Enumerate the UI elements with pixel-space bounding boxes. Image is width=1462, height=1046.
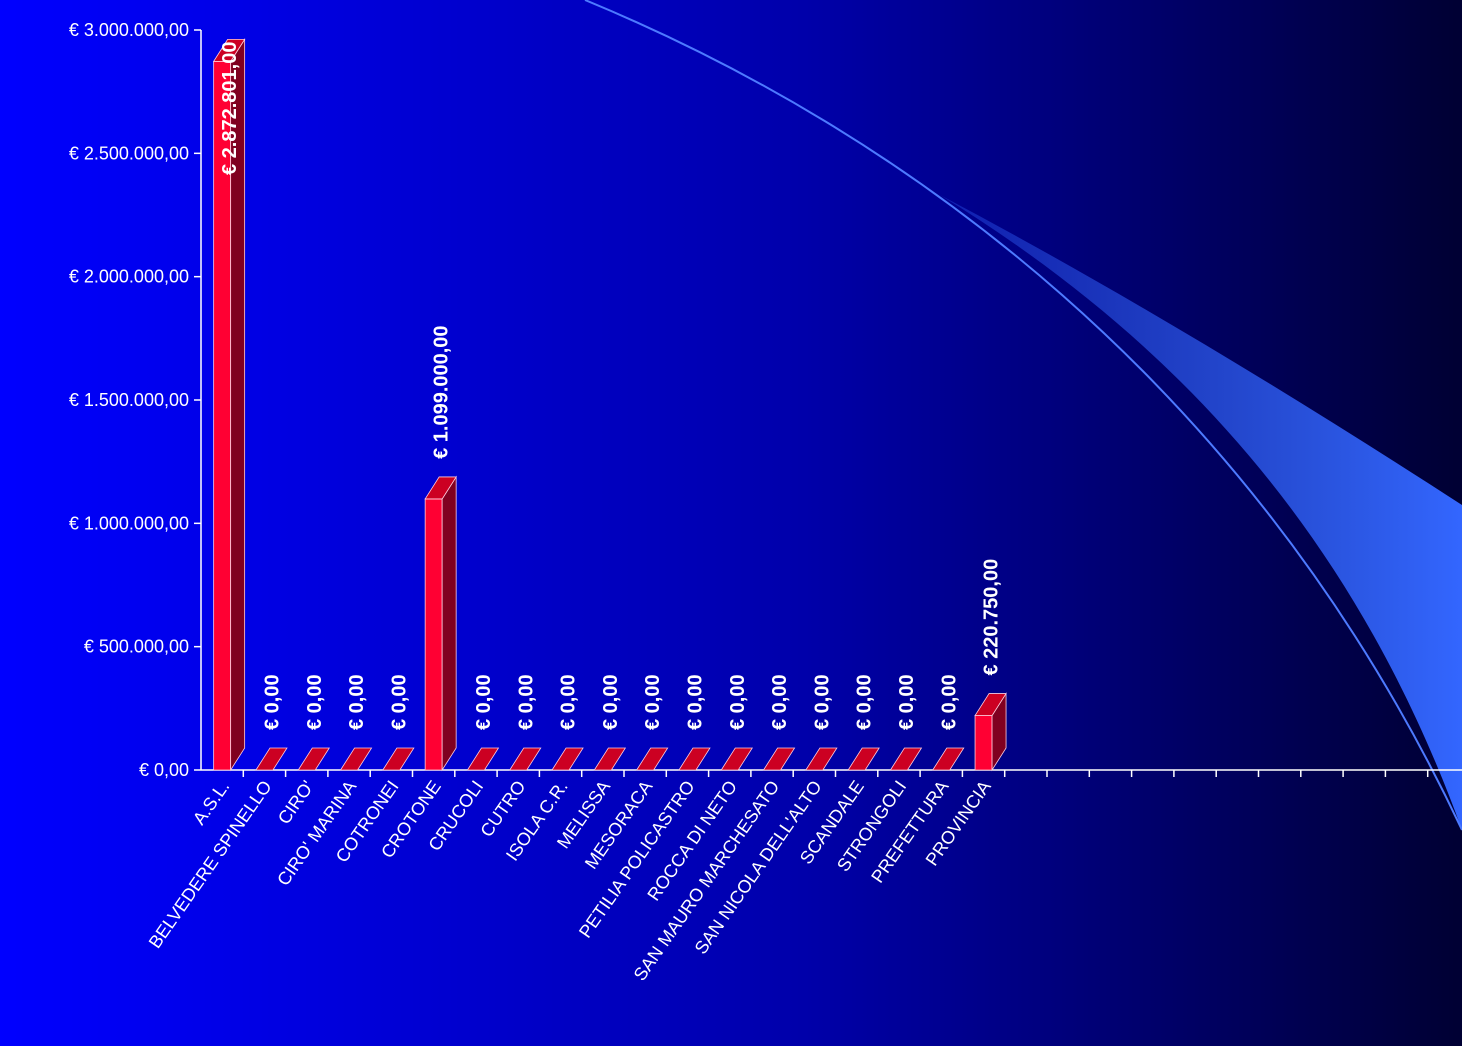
bar-top	[635, 747, 669, 771]
value-label: € 1.099.000,00	[431, 325, 453, 458]
value-label: € 0,00	[388, 674, 410, 730]
value-label: € 0,00	[515, 674, 537, 730]
bar-front	[424, 498, 443, 771]
bar	[932, 747, 965, 771]
bar-front	[974, 715, 993, 771]
bar-top	[297, 747, 330, 771]
value-label: € 0,00	[938, 674, 960, 730]
bar-top	[593, 747, 627, 771]
bar	[889, 747, 923, 771]
bar	[720, 747, 753, 771]
value-label: € 0,00	[642, 674, 664, 730]
y-tick-label: € 3.000.000,00	[69, 20, 189, 40]
bar-top	[509, 747, 542, 771]
bar	[805, 747, 838, 771]
bar	[297, 747, 330, 771]
y-tick-label: € 1.000.000,00	[69, 513, 189, 533]
bar-top	[847, 747, 880, 771]
bar-top	[424, 476, 457, 500]
value-label: € 0,00	[473, 674, 495, 730]
bar	[466, 747, 500, 771]
bar-top	[551, 747, 584, 771]
y-tick-label: € 2.500.000,00	[69, 143, 189, 163]
bar-top	[255, 747, 288, 771]
value-label: € 0,00	[346, 674, 368, 730]
bar	[593, 747, 627, 771]
value-label: € 0,00	[769, 674, 791, 730]
value-label: € 0,00	[811, 674, 833, 730]
bar-top	[932, 747, 965, 771]
bar	[424, 475, 457, 772]
bar	[509, 747, 542, 771]
bar-side	[441, 475, 457, 772]
y-tick-label: € 2.000.000,00	[69, 267, 189, 287]
bar	[678, 747, 711, 771]
value-label: € 0,00	[304, 674, 326, 730]
value-label: € 0,00	[854, 674, 876, 730]
value-label: € 0,00	[558, 674, 580, 730]
bar	[551, 747, 584, 771]
value-label: € 0,00	[600, 674, 622, 730]
bar-top	[466, 747, 500, 771]
bar-top	[382, 747, 415, 771]
bar	[847, 747, 880, 771]
bar-top	[212, 38, 246, 62]
bar	[255, 747, 288, 771]
bar-top	[805, 747, 838, 771]
bar	[212, 38, 246, 772]
bar	[635, 747, 669, 771]
y-tick-label: € 500.000,00	[84, 637, 189, 657]
y-tick-label: € 1.500.000,00	[69, 390, 189, 410]
bar-top	[762, 747, 796, 771]
bar	[762, 747, 796, 771]
decor-arc	[584, 0, 1462, 831]
y-tick-label: € 0,00	[139, 760, 189, 780]
value-label: € 220.750,00	[981, 559, 1003, 676]
bar-top	[720, 747, 753, 771]
value-label: € 0,00	[684, 674, 706, 730]
decor-swoosh	[940, 195, 1462, 830]
bar	[382, 747, 415, 771]
bar-top	[889, 747, 923, 771]
bar	[974, 692, 1007, 772]
value-label: € 2.872.801,00	[219, 42, 241, 175]
bar-top	[339, 747, 373, 771]
value-label: € 0,00	[896, 674, 918, 730]
value-label: € 0,00	[727, 674, 749, 730]
value-label: € 0,00	[261, 674, 283, 730]
bar-top	[974, 693, 1007, 716]
bar-top	[678, 747, 711, 771]
bar	[339, 747, 373, 771]
